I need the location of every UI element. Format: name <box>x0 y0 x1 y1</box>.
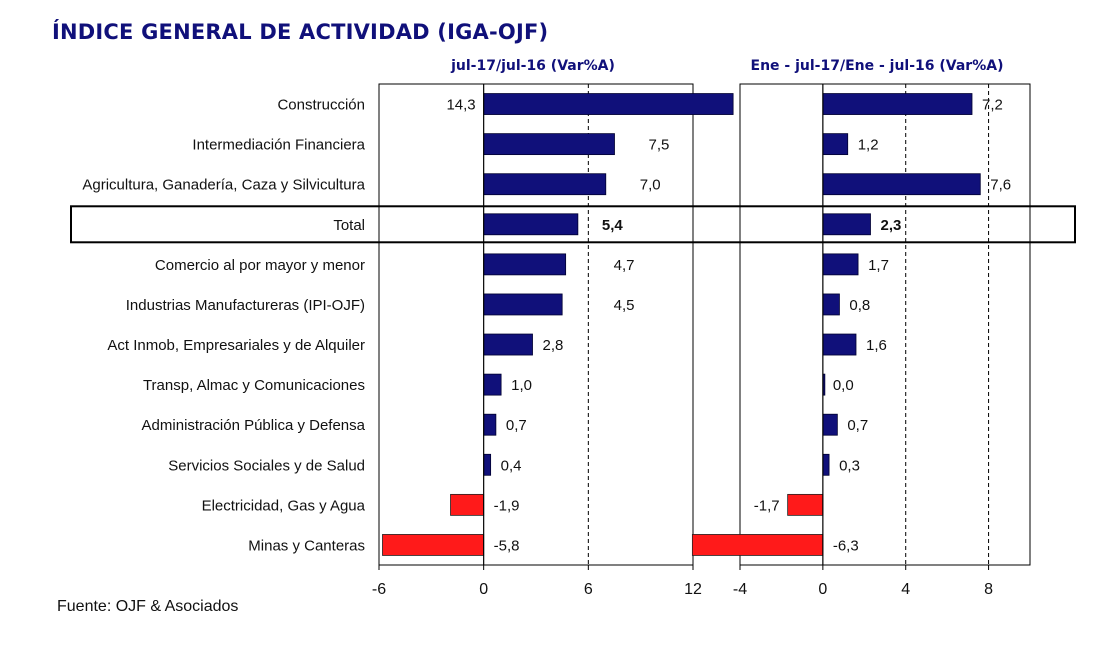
category-label: Intermediación Financiera <box>192 137 365 154</box>
value-label: 0,7 <box>847 417 868 434</box>
value-label: 1,6 <box>866 337 887 354</box>
value-label: 7,5 <box>649 137 670 154</box>
bar <box>450 493 485 516</box>
category-label: Act Inmob, Empresariales y de Alquiler <box>107 337 365 354</box>
value-label: 2,8 <box>543 337 564 354</box>
x-tick-label: 4 <box>901 581 910 598</box>
value-label: -6,3 <box>833 537 859 554</box>
category-label: Construcción <box>277 97 365 114</box>
value-label: 0,4 <box>501 457 522 474</box>
bar <box>822 333 857 356</box>
bar <box>822 93 973 115</box>
bar <box>822 173 981 196</box>
bar <box>483 413 497 436</box>
bar <box>822 453 830 476</box>
bar <box>382 534 485 556</box>
bar <box>822 293 840 316</box>
x-tick-label: -4 <box>733 581 747 598</box>
bar <box>483 293 563 316</box>
x-tick-label: 8 <box>984 581 993 598</box>
value-label: 5,4 <box>602 217 624 234</box>
value-label: 0,8 <box>849 297 870 314</box>
bar <box>483 253 567 276</box>
bar <box>822 213 871 236</box>
bar <box>483 173 607 196</box>
value-label: 14,3 <box>446 97 475 114</box>
source-note: Fuente: OJF & Asociados <box>57 598 239 615</box>
value-label: 1,7 <box>868 257 889 274</box>
category-label: Agricultura, Ganadería, Caza y Silvicult… <box>82 177 365 194</box>
category-label: Transp, Almac y Comunicaciones <box>143 377 365 394</box>
value-label: 1,2 <box>858 137 879 154</box>
value-label: 7,6 <box>990 177 1011 194</box>
value-label: -1,9 <box>494 497 520 514</box>
value-label: 4,7 <box>614 257 635 274</box>
value-label: 0,0 <box>833 377 854 394</box>
value-label: 0,3 <box>839 457 860 474</box>
bar <box>483 333 533 356</box>
bar <box>787 493 824 516</box>
value-label: 2,3 <box>881 217 902 234</box>
category-label: Total <box>333 217 365 234</box>
panel-title-ytd: Ene - jul-17/Ene - jul-16 (Var%A) <box>750 58 1004 74</box>
x-tick-label: 0 <box>818 581 827 598</box>
x-tick-label: 12 <box>684 581 702 598</box>
page-title: ÍNDICE GENERAL DE ACTIVIDAD (IGA-OJF) <box>52 20 549 44</box>
category-label: Industrias Manufactureras (IPI-OJF) <box>126 297 365 314</box>
category-label: Administración Pública y Defensa <box>142 417 366 434</box>
x-tick-label: 0 <box>479 581 488 598</box>
total-highlight-box <box>70 205 1076 244</box>
value-label: 7,2 <box>982 97 1003 114</box>
bar <box>483 133 615 156</box>
value-label: -1,7 <box>754 497 780 514</box>
value-label: 0,7 <box>506 417 527 434</box>
bar <box>483 453 492 476</box>
category-label: Servicios Sociales y de Salud <box>168 457 365 474</box>
category-label: Comercio al por mayor y menor <box>155 257 365 274</box>
bar <box>822 253 859 276</box>
category-label: Minas y Canteras <box>248 537 365 554</box>
x-tick-label: -6 <box>372 581 386 598</box>
panel-title-yoy: jul-17/jul-16 (Var%A) <box>451 58 615 74</box>
value-label: 7,0 <box>640 177 661 194</box>
bar <box>691 534 824 556</box>
bar <box>483 213 579 236</box>
bar <box>483 93 734 115</box>
value-label: 1,0 <box>511 377 532 394</box>
category-label: Electricidad, Gas y Agua <box>202 497 366 514</box>
x-tick-label: 6 <box>584 581 593 598</box>
plot-frame-2 <box>739 83 1031 566</box>
value-label: 4,5 <box>614 297 635 314</box>
bar <box>822 133 849 156</box>
value-label: -5,8 <box>494 537 520 554</box>
bar <box>822 413 838 436</box>
bar <box>483 373 502 396</box>
plot-frame-1 <box>378 83 694 566</box>
